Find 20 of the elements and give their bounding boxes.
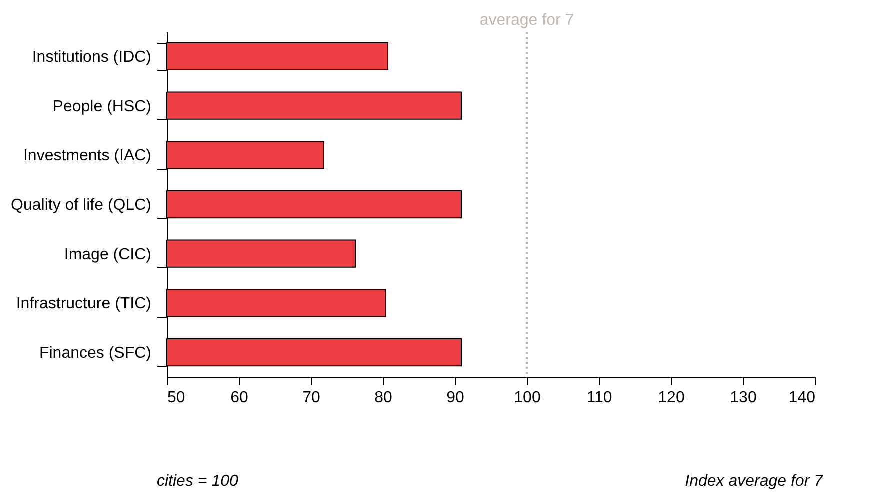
x-tick-label: 130 bbox=[730, 390, 757, 406]
x-tick-label: 80 bbox=[374, 390, 392, 406]
y-tick-label: Infrastructure (TIC) bbox=[16, 296, 152, 313]
x-tick-label: 100 bbox=[514, 390, 541, 406]
ref-line-label: average for 7 bbox=[480, 12, 574, 29]
x-tick-label: 110 bbox=[586, 390, 612, 406]
x-tick-label: 90 bbox=[446, 390, 464, 406]
x-tick-label: 50 bbox=[168, 390, 186, 406]
y-tick-label: Image (CIC) bbox=[64, 246, 152, 264]
x-tick-label: 60 bbox=[230, 390, 248, 406]
y-tick-label: Finances (SFC) bbox=[39, 345, 152, 362]
x-tick-label: 70 bbox=[302, 390, 320, 406]
x-tick-label: 140 bbox=[788, 390, 816, 406]
x-tick-label: 120 bbox=[658, 390, 685, 406]
y-tick-label: Investments (IAC) bbox=[23, 148, 152, 165]
text: Index average for 7 bbox=[685, 473, 824, 490]
text: cities = 100 bbox=[157, 473, 238, 490]
y-tick-label: Institutions (IDC) bbox=[32, 48, 152, 66]
y-tick-label: People (HSC) bbox=[52, 98, 152, 116]
y-tick-label: Quality of life (QLC) bbox=[11, 197, 152, 214]
